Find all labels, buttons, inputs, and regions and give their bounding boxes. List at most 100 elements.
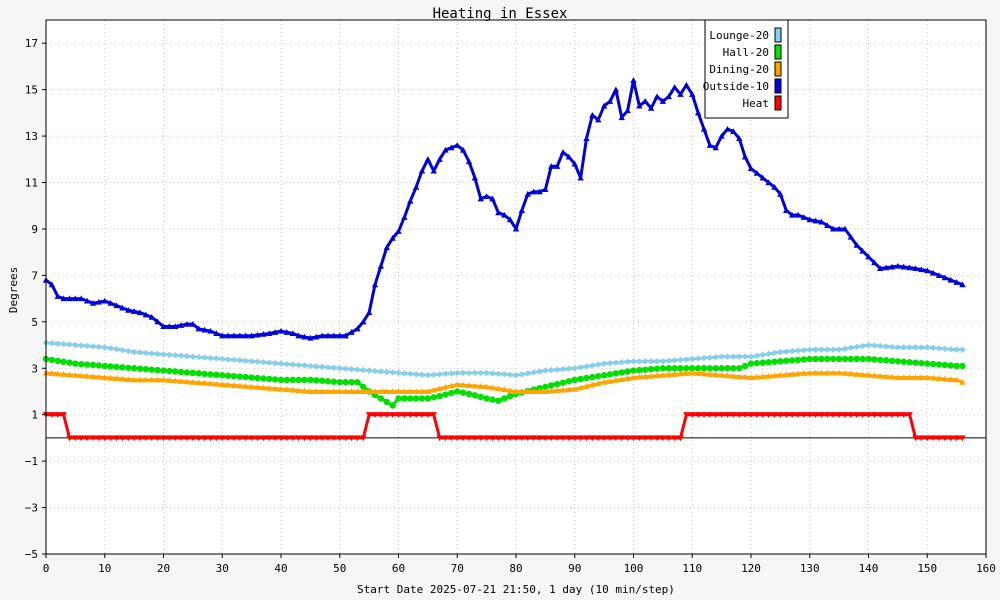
data-point-heat xyxy=(524,435,531,442)
data-point-outside-10 xyxy=(166,323,173,330)
data-point-dining-20 xyxy=(377,388,385,395)
x-tick-label: 80 xyxy=(509,562,522,575)
data-point-dining-20 xyxy=(495,385,502,392)
data-point-heat xyxy=(260,435,267,442)
data-point-dining-20 xyxy=(724,372,731,379)
x-axis-label: Start Date 2025-07-21 21:50, 1 day (10 m… xyxy=(357,583,675,596)
data-point-outside-10 xyxy=(295,332,302,339)
data-point-heat xyxy=(177,435,185,442)
series-lounge-20 xyxy=(42,339,966,379)
legend-swatch-hall-20 xyxy=(774,44,782,60)
data-point-heat xyxy=(888,412,896,418)
data-point-outside-10 xyxy=(606,98,614,104)
data-point-lounge-20 xyxy=(918,344,925,351)
data-point-outside-10 xyxy=(177,322,185,328)
data-point-outside-10 xyxy=(401,214,408,220)
data-point-outside-10 xyxy=(277,327,285,334)
data-point-lounge-20 xyxy=(718,353,725,360)
data-point-heat xyxy=(324,435,332,442)
data-point-heat xyxy=(683,412,690,418)
data-point-lounge-20 xyxy=(360,366,367,374)
data-point-dining-20 xyxy=(219,381,226,388)
data-point-hall-20 xyxy=(694,365,702,372)
data-point-heat xyxy=(847,412,855,418)
data-point-lounge-20 xyxy=(501,371,508,378)
data-point-hall-20 xyxy=(289,376,296,384)
data-point-dining-20 xyxy=(665,371,672,378)
data-point-hall-20 xyxy=(436,392,443,400)
data-point-outside-10 xyxy=(783,207,790,213)
data-point-lounge-20 xyxy=(642,358,649,365)
y-tick-label: 11 xyxy=(25,177,38,190)
data-point-heat xyxy=(530,435,537,442)
data-point-outside-10 xyxy=(630,77,637,83)
data-point-dining-20 xyxy=(213,380,220,387)
data-point-lounge-20 xyxy=(48,339,56,347)
data-point-dining-20 xyxy=(78,372,85,379)
data-point-dining-20 xyxy=(765,372,772,379)
data-point-lounge-20 xyxy=(689,355,696,363)
data-point-heat xyxy=(66,435,73,442)
data-point-hall-20 xyxy=(888,357,896,365)
data-point-lounge-20 xyxy=(136,349,144,356)
data-point-outside-10 xyxy=(89,300,97,306)
data-point-dining-20 xyxy=(577,384,584,391)
data-point-lounge-20 xyxy=(295,361,302,369)
data-point-outside-10 xyxy=(289,330,296,336)
data-point-dining-20 xyxy=(242,383,249,389)
data-point-hall-20 xyxy=(571,376,578,384)
data-point-dining-20 xyxy=(624,375,631,382)
data-point-hall-20 xyxy=(465,390,473,397)
data-point-lounge-20 xyxy=(630,358,637,365)
data-point-lounge-20 xyxy=(213,355,220,362)
data-point-dining-20 xyxy=(571,385,578,392)
data-point-lounge-20 xyxy=(125,347,132,355)
data-point-heat xyxy=(230,435,238,442)
data-point-heat xyxy=(489,435,496,442)
data-point-lounge-20 xyxy=(618,359,625,366)
data-point-dining-20 xyxy=(489,384,496,391)
data-point-hall-20 xyxy=(266,375,273,383)
data-point-heat xyxy=(465,435,473,442)
data-point-heat xyxy=(712,412,719,418)
data-point-heat xyxy=(647,435,655,442)
data-point-lounge-20 xyxy=(465,369,473,377)
data-point-hall-20 xyxy=(395,395,402,402)
data-point-outside-10 xyxy=(189,320,197,327)
data-point-hall-20 xyxy=(624,368,631,375)
data-point-heat xyxy=(736,412,743,418)
data-point-lounge-20 xyxy=(489,370,496,377)
data-point-heat xyxy=(271,435,279,442)
data-point-hall-20 xyxy=(741,362,749,370)
data-point-outside-10 xyxy=(530,188,537,195)
data-point-hall-20 xyxy=(542,383,549,391)
data-point-outside-10 xyxy=(577,174,584,181)
data-point-lounge-20 xyxy=(160,351,167,358)
data-point-hall-20 xyxy=(348,378,355,386)
data-point-hall-20 xyxy=(60,358,67,365)
data-point-heat xyxy=(824,412,831,418)
x-tick-label: 150 xyxy=(917,562,937,575)
data-point-lounge-20 xyxy=(354,366,361,373)
data-point-heat xyxy=(924,435,931,442)
data-point-lounge-20 xyxy=(442,370,449,378)
data-point-dining-20 xyxy=(524,388,531,395)
data-point-heat xyxy=(360,435,367,442)
data-point-heat xyxy=(536,435,543,442)
data-point-dining-20 xyxy=(230,382,238,389)
data-point-dining-20 xyxy=(201,379,208,386)
data-point-dining-20 xyxy=(465,382,473,389)
data-point-dining-20 xyxy=(941,375,949,382)
data-point-lounge-20 xyxy=(342,365,349,372)
data-point-lounge-20 xyxy=(929,344,937,352)
data-point-lounge-20 xyxy=(471,369,479,377)
data-point-outside-10 xyxy=(553,163,561,169)
data-point-lounge-20 xyxy=(830,346,837,353)
data-point-outside-10 xyxy=(812,217,819,224)
data-point-lounge-20 xyxy=(624,358,631,365)
data-point-lounge-20 xyxy=(119,346,126,354)
data-point-hall-20 xyxy=(66,359,73,366)
data-point-hall-20 xyxy=(894,358,902,365)
data-point-heat xyxy=(812,412,819,418)
data-point-outside-10 xyxy=(847,233,855,240)
